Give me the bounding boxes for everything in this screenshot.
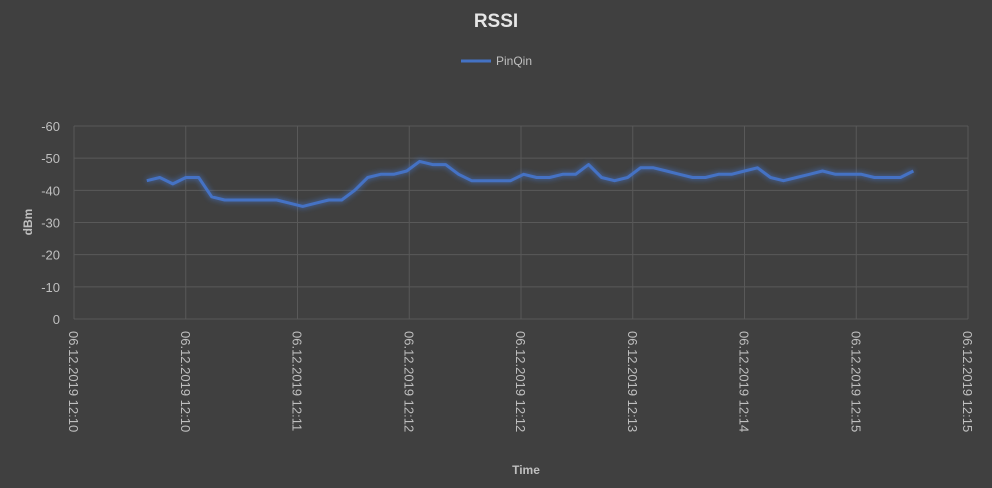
y-tick-label: -50 (41, 151, 60, 166)
y-axis-label: dBm (21, 209, 35, 236)
series-line-pinqin (146, 159, 915, 208)
x-tick-label: 06.12.2019 12:15 (848, 331, 863, 432)
chart-title: RSSI (474, 11, 518, 32)
x-axis-label: Time (512, 463, 540, 477)
y-tick-label: -40 (41, 183, 60, 198)
legend: PinQin (461, 54, 532, 68)
y-tick-label: 0 (53, 312, 60, 327)
x-tick-label: 06.12.2019 12:11 (290, 331, 305, 431)
x-tick-label: 06.12.2019 12:13 (625, 331, 640, 432)
x-tick-label: 06.12.2019 12:10 (178, 331, 193, 432)
legend-label-pinqin: PinQin (496, 54, 532, 68)
y-tick-label: -10 (41, 280, 60, 295)
y-tick-label: -20 (41, 248, 60, 263)
x-tick-label: 06.12.2019 12:14 (737, 331, 752, 432)
x-tick-label: 06.12.2019 12:12 (401, 331, 416, 432)
x-tick-label: 06.12.2019 12:10 (66, 331, 81, 432)
x-tick-label: 06.12.2019 12:15 (960, 331, 975, 432)
y-tick-label: -30 (41, 216, 60, 231)
x-tick-label: 06.12.2019 12:12 (513, 331, 528, 432)
y-tick-label: -60 (41, 119, 60, 134)
